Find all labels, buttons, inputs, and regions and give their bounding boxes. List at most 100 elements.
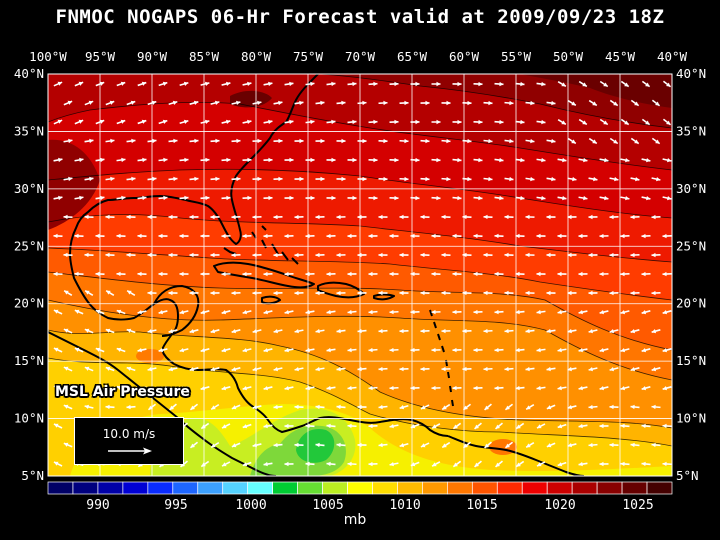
wind-vector-head bbox=[474, 424, 480, 429]
wind-vector-head bbox=[515, 233, 520, 239]
wind-vector-head bbox=[624, 120, 629, 125]
wind-vector-head bbox=[630, 290, 635, 296]
wind-vector-head bbox=[641, 310, 647, 315]
reference-vector-box: 10.0 m/s bbox=[74, 417, 184, 465]
wind-vector-head bbox=[588, 404, 593, 410]
wind-vector-head bbox=[68, 138, 73, 144]
jamaica bbox=[261, 295, 281, 305]
wind-vector-head bbox=[599, 423, 604, 429]
longitude-tick-label: 85°W bbox=[189, 49, 220, 64]
wind-vector-head bbox=[567, 214, 572, 220]
wind-vector-head bbox=[242, 310, 248, 315]
wind-vector-head bbox=[347, 271, 352, 277]
wind-vector-head bbox=[173, 138, 178, 144]
wind-vector-head bbox=[582, 82, 587, 87]
wind-vector-head bbox=[546, 252, 551, 258]
wind-vector-head bbox=[504, 366, 509, 372]
wind-vector-head bbox=[151, 100, 157, 105]
wind-vector-head bbox=[592, 101, 597, 106]
wind-vector-head bbox=[173, 176, 178, 182]
wind-vector-head bbox=[131, 176, 136, 182]
wind-vector-head bbox=[336, 404, 341, 410]
wind-vector-head bbox=[473, 309, 478, 315]
wind-vector-head bbox=[578, 233, 583, 239]
latitude-tick-label: 10°N bbox=[14, 411, 44, 426]
wind-vector-head bbox=[352, 157, 357, 163]
color-scale-swatch bbox=[297, 481, 323, 495]
map-border bbox=[47, 73, 673, 477]
wind-vector-head bbox=[557, 385, 562, 391]
wind-vector-head bbox=[394, 195, 399, 201]
longitude-tick-label: 50°W bbox=[553, 49, 584, 64]
wind-vector-head bbox=[609, 290, 614, 296]
wind-vector-head bbox=[655, 139, 660, 144]
wind-vector-head bbox=[137, 309, 142, 315]
wind-vector-head bbox=[95, 233, 100, 239]
wind-vector-head bbox=[588, 214, 593, 220]
wind-vector-head bbox=[315, 290, 320, 296]
longitude-tick-label: 45°W bbox=[605, 49, 636, 64]
wind-vector-head bbox=[567, 252, 572, 258]
wind-vector-head bbox=[126, 252, 131, 258]
wind-vector-head bbox=[210, 329, 216, 334]
color-scale-bar bbox=[47, 481, 673, 495]
wind-vector-head bbox=[242, 348, 248, 353]
color-scale-label: 1005 bbox=[312, 498, 343, 513]
wind-vector-head bbox=[162, 81, 168, 86]
wind-vector-head bbox=[210, 214, 215, 220]
wind-vector-head bbox=[357, 442, 362, 448]
wind-vector-head bbox=[620, 309, 626, 315]
wind-vector-head bbox=[436, 157, 441, 163]
wind-vector-head bbox=[294, 328, 299, 334]
wind-vector-head bbox=[284, 385, 289, 391]
wind-vector-head bbox=[536, 385, 541, 391]
color-scale-swatch bbox=[322, 481, 348, 495]
wind-vector-head bbox=[630, 214, 635, 220]
wind-vector-head bbox=[63, 404, 69, 409]
wind-vector-head bbox=[225, 119, 231, 125]
wind-vector-head bbox=[467, 176, 472, 182]
wind-vector-head bbox=[399, 443, 405, 448]
wind-vector-head bbox=[515, 271, 520, 277]
wind-vector-head bbox=[74, 347, 80, 352]
wind-vector-head bbox=[99, 119, 105, 124]
wind-vector-head bbox=[399, 366, 404, 372]
wind-vector-head bbox=[578, 347, 583, 353]
wind-vector-head bbox=[331, 195, 336, 201]
wind-vector-head bbox=[613, 139, 618, 144]
wind-vector-head bbox=[494, 309, 499, 315]
wind-vector-head bbox=[609, 366, 615, 372]
wind-vector-head bbox=[495, 462, 501, 467]
wind-vector-head bbox=[179, 271, 184, 277]
wind-vector-head bbox=[168, 328, 174, 334]
wind-vector-head bbox=[168, 252, 173, 258]
wind-vector-head bbox=[100, 157, 105, 163]
wind-vector-head bbox=[58, 195, 63, 201]
wind-vector-head bbox=[446, 100, 451, 106]
wind-vector-head bbox=[105, 404, 110, 410]
wind-vector-head bbox=[557, 271, 562, 277]
wind-vector-head bbox=[310, 157, 315, 163]
color-scale-label: 1025 bbox=[622, 498, 653, 513]
wind-vector-head bbox=[546, 328, 551, 334]
wind-vector-head bbox=[357, 290, 362, 296]
wind-vector-head bbox=[431, 271, 436, 277]
wind-vector-head bbox=[294, 404, 299, 410]
wind-vector-head bbox=[236, 138, 241, 144]
wind-vector-head bbox=[546, 214, 551, 220]
wind-vector-head bbox=[452, 385, 457, 391]
wind-vector-head bbox=[189, 252, 194, 258]
wind-vector-head bbox=[551, 138, 556, 144]
wind-vector-head bbox=[473, 385, 478, 391]
wind-vector-head bbox=[158, 271, 163, 277]
wind-vector-head bbox=[662, 386, 668, 391]
wind-vector-head bbox=[193, 100, 199, 105]
wind-vector-head bbox=[410, 347, 415, 353]
wind-vector-head bbox=[666, 157, 672, 163]
wind-vector-head bbox=[494, 347, 499, 353]
wind-vector-head bbox=[420, 290, 425, 296]
wind-vector-head bbox=[478, 81, 483, 87]
wind-vector-head bbox=[441, 328, 446, 334]
wind-vector-head bbox=[641, 461, 646, 467]
wind-vector-head bbox=[494, 233, 499, 239]
